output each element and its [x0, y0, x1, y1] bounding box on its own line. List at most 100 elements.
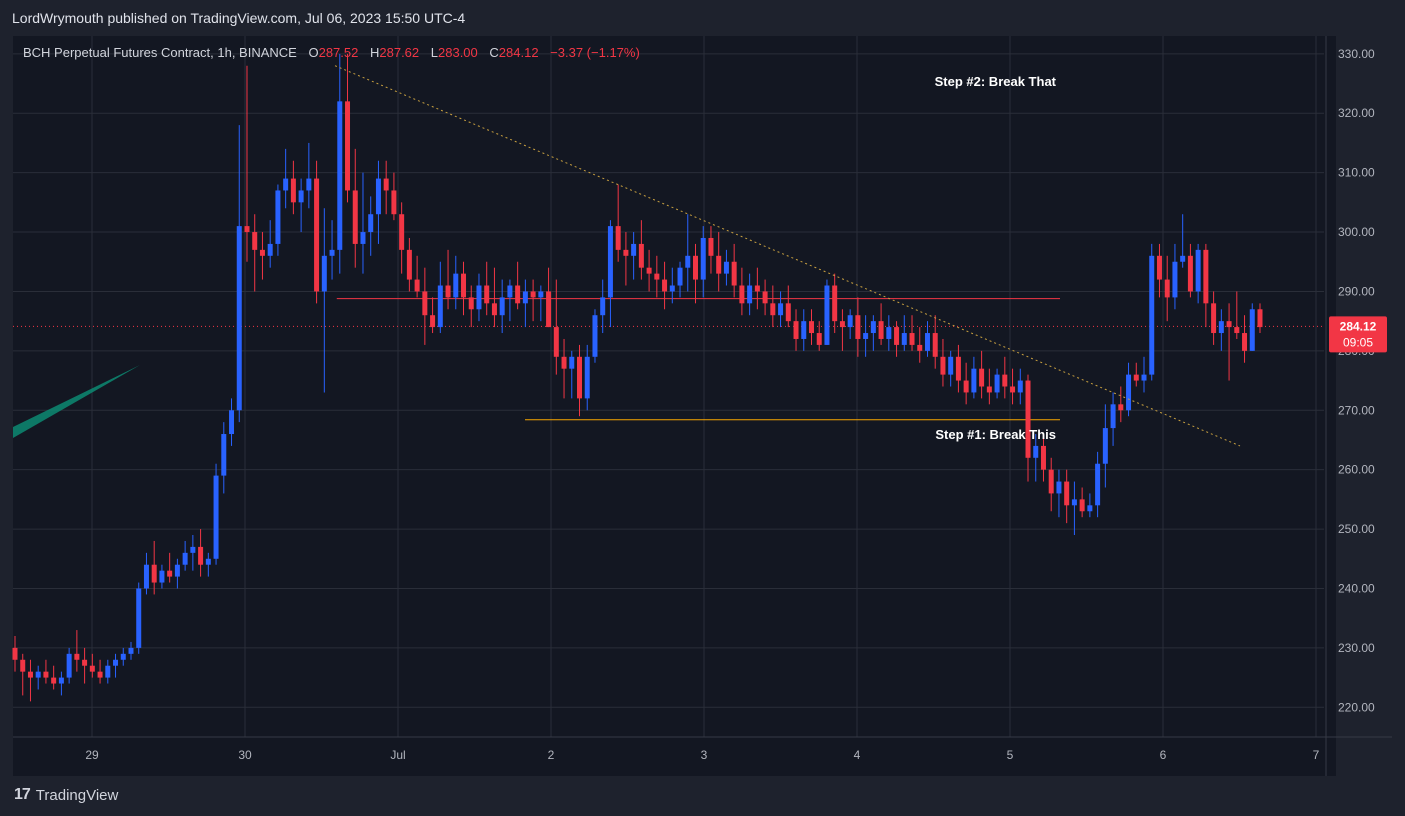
- candle-up: [747, 285, 753, 304]
- candle-down: [290, 178, 296, 203]
- candle-down: [167, 570, 173, 577]
- candle-down: [445, 285, 451, 298]
- candle-down: [430, 315, 436, 328]
- tradingview-mark-icon: 17: [14, 786, 31, 803]
- close-key: C: [489, 45, 499, 60]
- candle-up: [275, 190, 281, 244]
- candle-down: [422, 291, 428, 316]
- high-value: 287.62: [379, 45, 420, 60]
- candle-down: [391, 190, 397, 215]
- candle-down: [1234, 327, 1240, 334]
- step-1-annotation: Step #1: Break This: [935, 427, 1056, 442]
- y-tick-label: 320.00: [1338, 106, 1375, 120]
- candle-down: [546, 291, 552, 328]
- candle-up: [267, 243, 273, 256]
- candle-up: [337, 101, 343, 250]
- candle-up: [870, 321, 876, 334]
- candle-up: [66, 653, 72, 678]
- candle-down: [198, 546, 204, 565]
- candle-down: [1064, 481, 1070, 506]
- candle-down: [754, 285, 760, 292]
- candle-up: [1141, 374, 1147, 381]
- candle-up: [901, 333, 907, 345]
- candle-up: [592, 315, 598, 357]
- candle-down: [646, 267, 652, 274]
- candle-up: [607, 226, 613, 298]
- candle-up: [136, 588, 142, 648]
- candle-down: [638, 243, 644, 268]
- candle-down: [461, 273, 467, 298]
- candle-down: [909, 333, 915, 345]
- candle-down: [577, 356, 583, 399]
- candle-down: [894, 327, 900, 345]
- change-value: −3.37 (−1.17%): [550, 45, 640, 60]
- candle-up: [971, 368, 977, 393]
- y-tick-label: 260.00: [1338, 463, 1375, 477]
- candle-up: [948, 356, 954, 375]
- candle-down: [352, 190, 358, 244]
- candle-down: [515, 285, 521, 304]
- price-tag-value: 284.12: [1340, 319, 1377, 333]
- candle-down: [932, 333, 938, 357]
- candle-up: [329, 249, 335, 256]
- candle-up: [105, 665, 111, 678]
- close-value: 284.12: [498, 45, 539, 60]
- candle-up: [236, 226, 242, 411]
- candle-up: [35, 671, 41, 678]
- brand-name: TradingView: [35, 786, 119, 804]
- tradingview-logo[interactable]: 17 TradingView: [14, 786, 118, 804]
- candle-up: [538, 291, 544, 298]
- candle-down: [808, 321, 814, 334]
- candle-up: [1149, 255, 1155, 375]
- candle-up: [1087, 505, 1093, 512]
- candle-up: [1249, 309, 1255, 351]
- candle-up: [824, 285, 830, 345]
- x-tick-label: 29: [85, 748, 99, 762]
- candle-up: [669, 285, 675, 292]
- candle-up: [1180, 255, 1186, 262]
- low-value: 283.00: [438, 45, 478, 60]
- candle-up: [569, 356, 575, 369]
- candle-down: [74, 653, 80, 660]
- candle-down: [917, 344, 923, 351]
- candle-up: [700, 237, 706, 280]
- candle-down: [1242, 333, 1248, 351]
- candle-up: [924, 333, 930, 351]
- candle-down: [345, 101, 351, 191]
- candle-down: [793, 321, 799, 339]
- candle-down: [89, 665, 95, 672]
- candle-up: [368, 214, 374, 233]
- footer-bar: [0, 776, 1405, 816]
- candle-up: [128, 647, 134, 654]
- candle-down: [1156, 255, 1162, 280]
- y-tick-label: 230.00: [1338, 641, 1375, 655]
- ohlc-legend: BCH Perpetual Futures Contract, 1h, BINA…: [23, 45, 648, 60]
- x-tick-label: 7: [1313, 748, 1320, 762]
- y-tick-label: 240.00: [1338, 581, 1375, 595]
- x-tick-label: 4: [854, 748, 861, 762]
- candle-up: [453, 273, 459, 298]
- candle-up: [437, 285, 443, 328]
- candle-up: [677, 267, 683, 286]
- candle-up: [1071, 499, 1077, 506]
- candle-up: [1110, 404, 1116, 429]
- x-tick-label: 30: [238, 748, 252, 762]
- candle-up: [182, 552, 188, 565]
- candle-down: [414, 279, 420, 292]
- candle-up: [863, 333, 869, 339]
- candle-up: [476, 285, 482, 310]
- candle-down: [762, 291, 768, 304]
- candle-down: [20, 659, 26, 672]
- candle-up: [778, 303, 784, 316]
- y-tick-label: 310.00: [1338, 166, 1375, 180]
- candle-up: [994, 374, 1000, 393]
- candle-down: [252, 232, 258, 250]
- candle-up: [1056, 481, 1062, 494]
- candle-down: [623, 249, 629, 256]
- candle-down: [1164, 279, 1170, 298]
- open-value: 287.52: [318, 45, 359, 60]
- candle-down: [244, 226, 250, 233]
- candle-up: [723, 261, 729, 274]
- candle-down: [708, 237, 714, 256]
